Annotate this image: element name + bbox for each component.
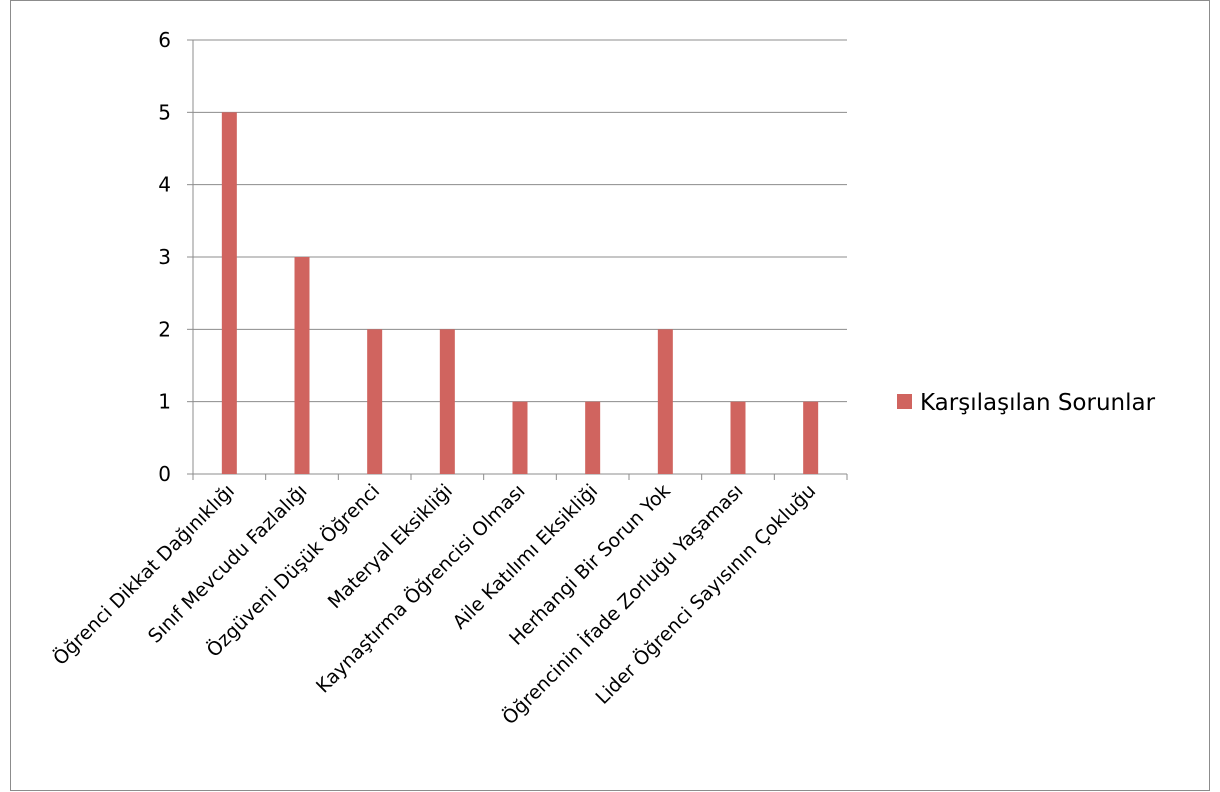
bar <box>657 329 673 474</box>
bar <box>294 257 310 474</box>
bar <box>367 329 383 474</box>
y-tick-label: 3 <box>158 245 171 269</box>
chart-frame: 0 1 2 3 4 5 6 Öğrenci Dikkat Dağınıklığı Sınıf M… <box>10 0 1210 791</box>
y-tick-label: 0 <box>158 462 171 486</box>
y-tick-label: 5 <box>158 100 171 124</box>
y-tick-label: 1 <box>158 390 171 414</box>
bar <box>439 329 455 474</box>
bar <box>512 401 528 474</box>
y-tick-label: 6 <box>158 28 171 52</box>
legend-label: Karşılaşılan Sorunlar <box>920 390 1156 416</box>
x-category-label: Aile Katılımı Eksikliği <box>449 480 603 634</box>
legend-swatch <box>897 394 912 409</box>
bar <box>221 112 237 474</box>
bar <box>803 401 819 474</box>
y-tick-label: 4 <box>158 173 171 197</box>
bar <box>730 401 746 474</box>
y-tick-label: 2 <box>158 317 171 341</box>
x-category-label: Materyal Eksikliği <box>324 480 457 613</box>
bar <box>585 401 601 474</box>
